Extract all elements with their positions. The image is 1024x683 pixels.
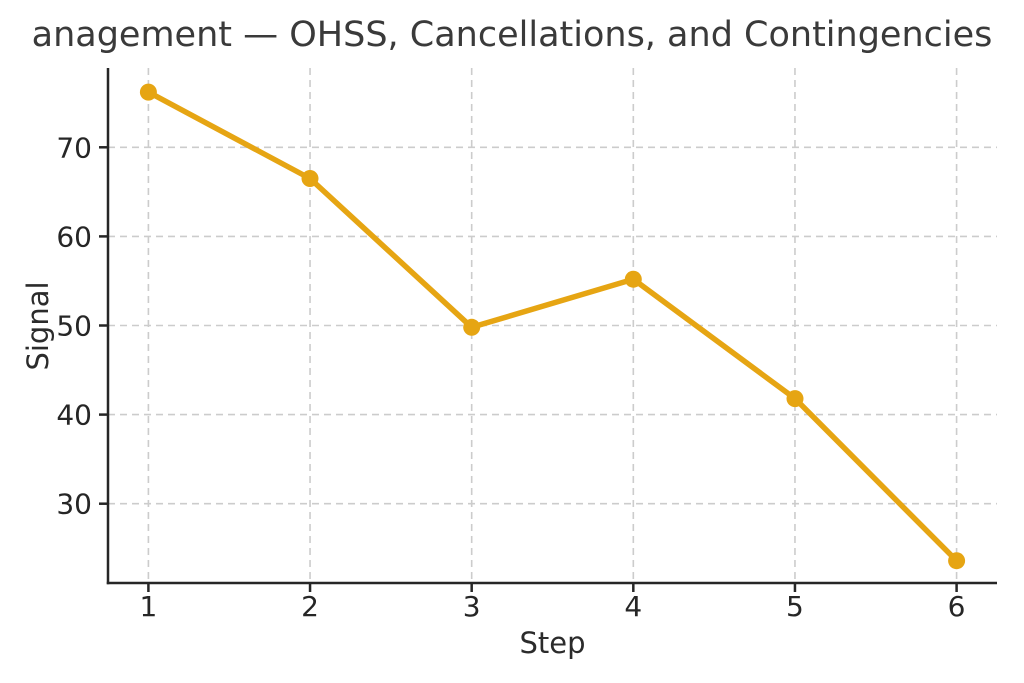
- x-tick-label: 1: [139, 590, 157, 623]
- data-point: [139, 83, 157, 101]
- x-axis-label: Step: [519, 626, 586, 660]
- y-axis-label: Signal: [21, 281, 55, 371]
- x-tick-label: 2: [301, 590, 319, 623]
- data-point: [786, 390, 804, 408]
- data-point: [948, 552, 966, 570]
- x-tick-label: 6: [948, 590, 966, 623]
- data-point: [301, 170, 319, 187]
- y-tick-label: 60: [56, 220, 92, 253]
- x-tick-label: 4: [624, 590, 642, 623]
- x-tick-label: 5: [786, 590, 804, 623]
- y-tick-label: 40: [56, 399, 92, 432]
- y-tick-label: 70: [56, 131, 92, 164]
- data-point: [463, 318, 481, 336]
- y-tick-label: 50: [56, 310, 92, 343]
- series-line: [145, 89, 960, 564]
- chart-title: anagement — OHSS, Cancellations, and Con…: [31, 15, 993, 55]
- y-tick-label: 30: [56, 488, 92, 521]
- x-tick-label: 3: [463, 590, 481, 623]
- data-point: [624, 270, 642, 288]
